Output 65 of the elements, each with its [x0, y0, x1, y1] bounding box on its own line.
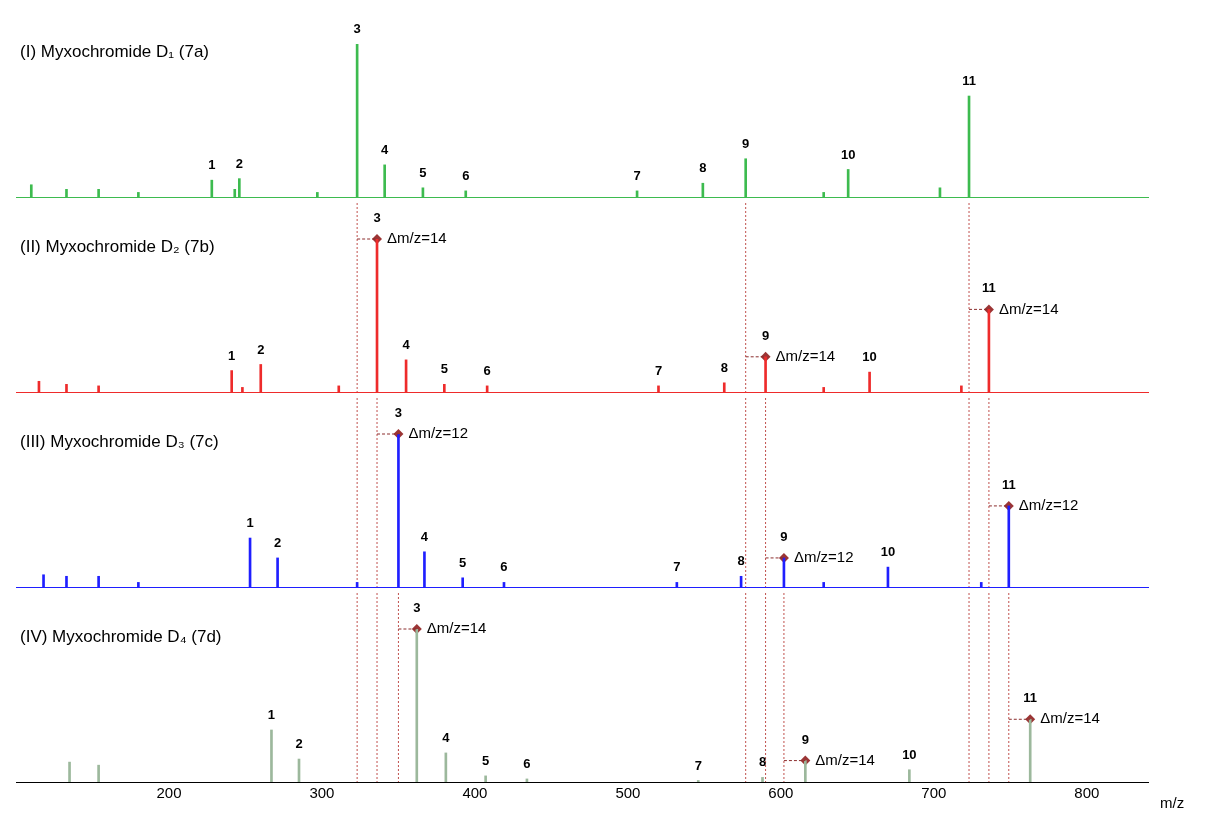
annotation: 10 [862, 349, 877, 365]
annotation: 9 [801, 731, 809, 747]
annotation: Δm/z=14 [775, 346, 836, 364]
chart-title: (I) Myxochromide D₁ (7a) [20, 42, 209, 62]
annotation: 5 [459, 554, 467, 570]
chart-title: (III) Myxochromide D₃ (7c) [20, 432, 219, 452]
x-tick-label: 800 [1074, 784, 1100, 802]
annotation: 10 [902, 746, 917, 762]
annotation: Δm/z=14 [426, 619, 487, 637]
annotation: 9 [742, 135, 750, 151]
annotation: 10 [880, 544, 896, 560]
x-tick-label: 700 [921, 784, 947, 802]
annotation: 8 [720, 359, 728, 375]
annotation: 1 [267, 707, 276, 723]
annotation: 11 [1023, 690, 1038, 706]
annotation: 11 [962, 73, 976, 89]
annotation: 2 [257, 341, 265, 357]
annotation: Δm/z=12 [793, 548, 854, 566]
annotation: 7 [673, 559, 681, 575]
annotation: Δm/z=12 [408, 424, 469, 442]
annotation: Δm/z=14 [387, 229, 447, 247]
annotation: 8 [758, 754, 767, 770]
annotation: 4 [420, 528, 429, 544]
x-tick-label: 200 [156, 784, 182, 802]
x-axis-title: m/z [1160, 794, 1185, 812]
chart-title: (II) Myxochromide D₂ (7b) [20, 237, 215, 257]
annotation: 7 [654, 362, 663, 378]
annotation: 4 [381, 141, 390, 157]
annotation: 3 [353, 21, 361, 37]
annotation: 4 [442, 730, 451, 746]
annotation: 8 [699, 160, 707, 176]
annotation: Δm/z=14 [815, 750, 875, 768]
annotation: 5 [482, 752, 490, 768]
annotation: 9 [761, 327, 770, 343]
annotation: 6 [462, 167, 470, 183]
annotation: 1 [246, 515, 254, 531]
annotation: 3 [373, 210, 381, 226]
x-tick-label: 400 [462, 784, 488, 802]
annotation: 1 [228, 347, 236, 363]
annotation: 6 [483, 362, 491, 378]
annotation: Δm/z=12 [1018, 496, 1079, 514]
x-tick-label: 600 [768, 784, 794, 802]
annotation: 11 [1001, 476, 1016, 492]
x-tick-label: 500 [615, 784, 641, 802]
annotation: 6 [523, 756, 531, 772]
x-tick-label: 300 [309, 784, 335, 802]
annotation: 7 [694, 757, 702, 773]
annotation: 1 [208, 157, 216, 173]
annotation: 2 [235, 155, 243, 171]
annotation: 9 [780, 529, 788, 545]
annotation: 7 [633, 167, 641, 183]
annotation: 11 [982, 280, 996, 296]
annotation: 8 [737, 553, 745, 569]
chart-title: (IV) Myxochromide D₄ (7d) [20, 627, 222, 647]
annotation: 2 [295, 736, 303, 752]
annotation: Δm/z=14 [998, 299, 1059, 317]
annotation: Δm/z=14 [1040, 709, 1100, 727]
annotation: 6 [500, 559, 508, 575]
annotation: 3 [394, 405, 403, 421]
annotation: 3 [413, 600, 421, 616]
annotation: 4 [402, 336, 411, 352]
annotation: 10 [840, 146, 856, 162]
annotation: 2 [273, 535, 282, 551]
annotation: 5 [440, 361, 448, 377]
annotation: 5 [419, 164, 427, 180]
